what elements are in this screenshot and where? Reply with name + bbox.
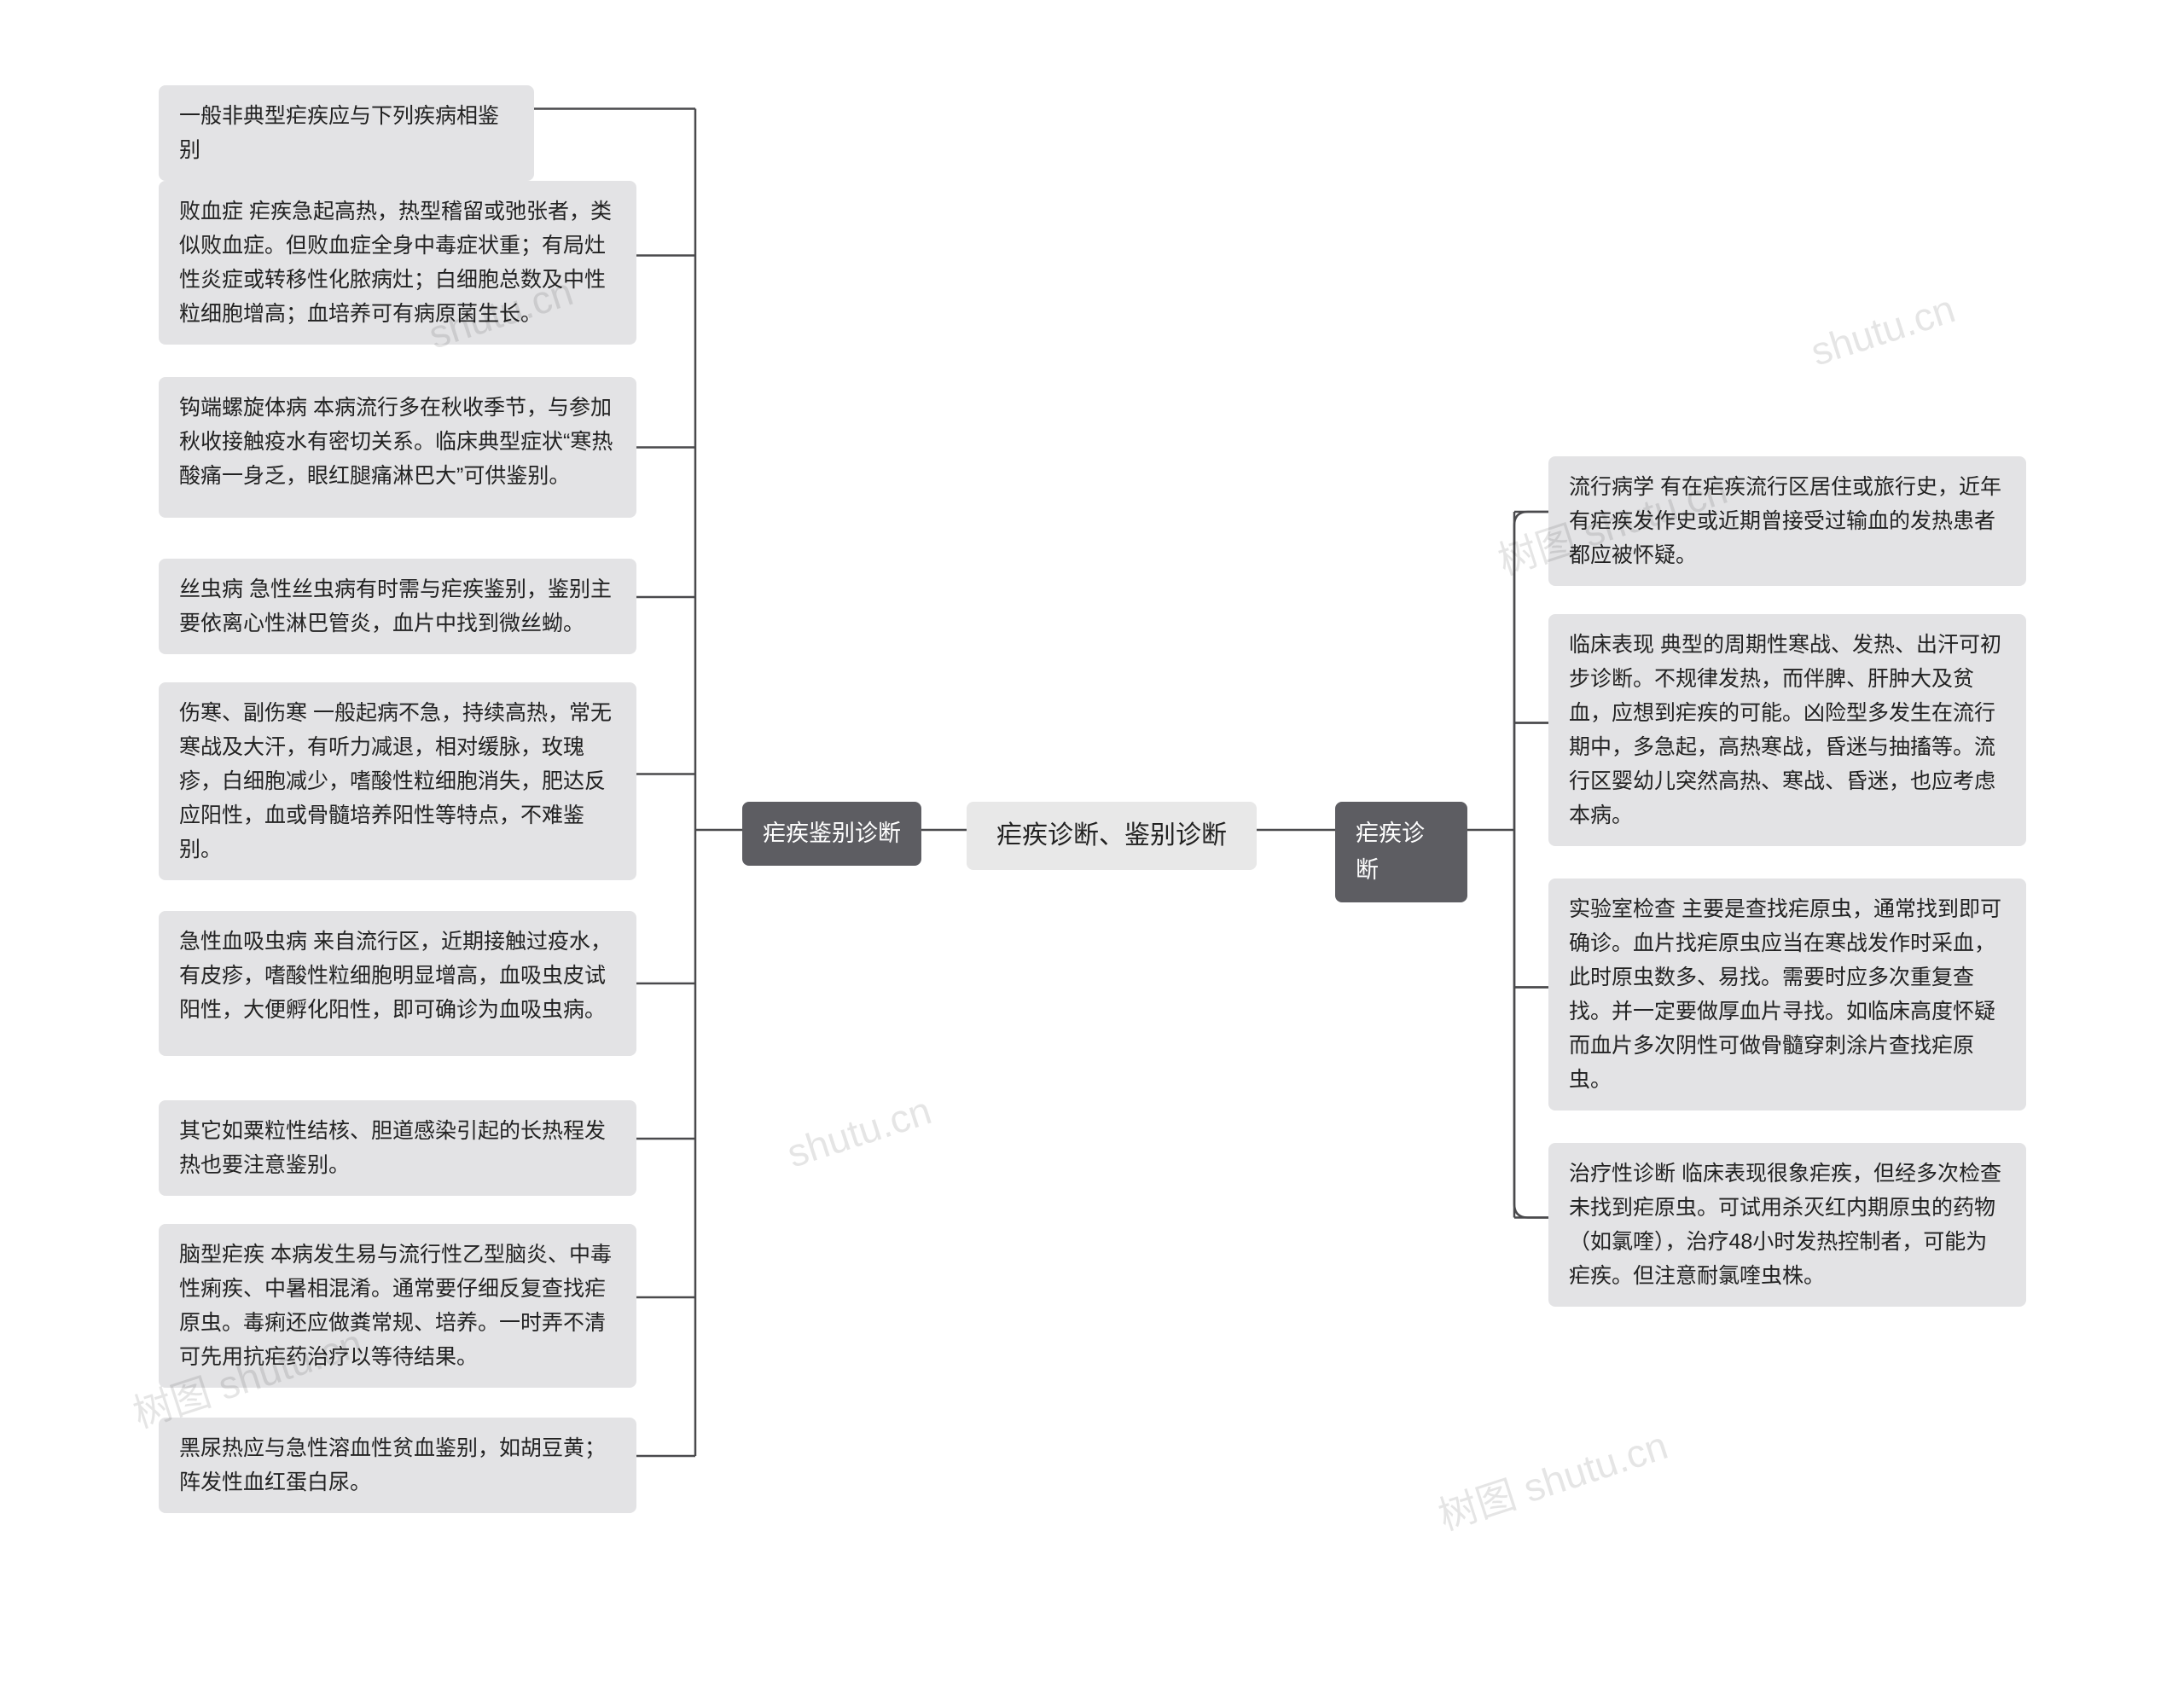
- watermark: 树图 shutu.cn: [1431, 1415, 1674, 1542]
- leaf-differential-6[interactable]: 其它如粟粒性结核、胆道感染引起的长热程发热也要注意鉴别。: [159, 1100, 636, 1196]
- leaf-differential-1[interactable]: 败血症 疟疾急起高热，热型稽留或弛张者，类似败血症。但败血症全身中毒症状重；有局…: [159, 181, 636, 345]
- leaf-differential-8[interactable]: 黑尿热应与急性溶血性贫血鉴别，如胡豆黄；阵发性血红蛋白尿。: [159, 1418, 636, 1513]
- root-node[interactable]: 疟疾诊断、鉴别诊断: [967, 802, 1257, 870]
- branch-diagnosis[interactable]: 疟疾诊断: [1335, 802, 1467, 902]
- leaf-differential-2[interactable]: 钩端螺旋体病 本病流行多在秋收季节，与参加秋收接触疫水有密切关系。临床典型症状“…: [159, 377, 636, 518]
- leaf-differential-3[interactable]: 丝虫病 急性丝虫病有时需与疟疾鉴别，鉴别主要依离心性淋巴管炎，血片中找到微丝蚴。: [159, 559, 636, 654]
- leaf-differential-4[interactable]: 伤寒、副伤寒 一般起病不急，持续高热，常无寒战及大汗，有听力减退，相对缓脉，玫瑰…: [159, 682, 636, 880]
- branch-differential[interactable]: 疟疾鉴别诊断: [742, 802, 921, 866]
- leaf-diagnosis-3[interactable]: 治疗性诊断 临床表现很象疟疾，但经多次检查未找到疟原虫。可试用杀灭红内期原虫的药…: [1548, 1143, 2026, 1307]
- watermark: shutu.cn: [781, 1087, 937, 1176]
- mindmap-canvas: 疟疾诊断、鉴别诊断 疟疾诊断 疟疾鉴别诊断 流行病学 有在疟疾流行区居住或旅行史…: [0, 0, 2184, 1705]
- watermark: shutu.cn: [1805, 285, 1960, 374]
- leaf-differential-7[interactable]: 脑型疟疾 本病发生易与流行性乙型脑炎、中毒性痢疾、中暑相混淆。通常要仔细反复查找…: [159, 1224, 636, 1388]
- leaf-differential-5[interactable]: 急性血吸虫病 来自流行区，近期接触过疫水，有皮疹，嗜酸性粒细胞明显增高，血吸虫皮…: [159, 911, 636, 1056]
- leaf-diagnosis-2[interactable]: 实验室检查 主要是查找疟原虫，通常找到即可确诊。血片找疟原虫应当在寒战发作时采血…: [1548, 879, 2026, 1111]
- leaf-diagnosis-0[interactable]: 流行病学 有在疟疾流行区居住或旅行史，近年有疟疾发作史或近期曾接受过输血的发热患…: [1548, 456, 2026, 586]
- leaf-diagnosis-1[interactable]: 临床表现 典型的周期性寒战、发热、出汗可初步诊断。不规律发热，而伴脾、肝肿大及贫…: [1548, 614, 2026, 846]
- leaf-differential-0[interactable]: 一般非典型疟疾应与下列疾病相鉴别: [159, 85, 534, 181]
